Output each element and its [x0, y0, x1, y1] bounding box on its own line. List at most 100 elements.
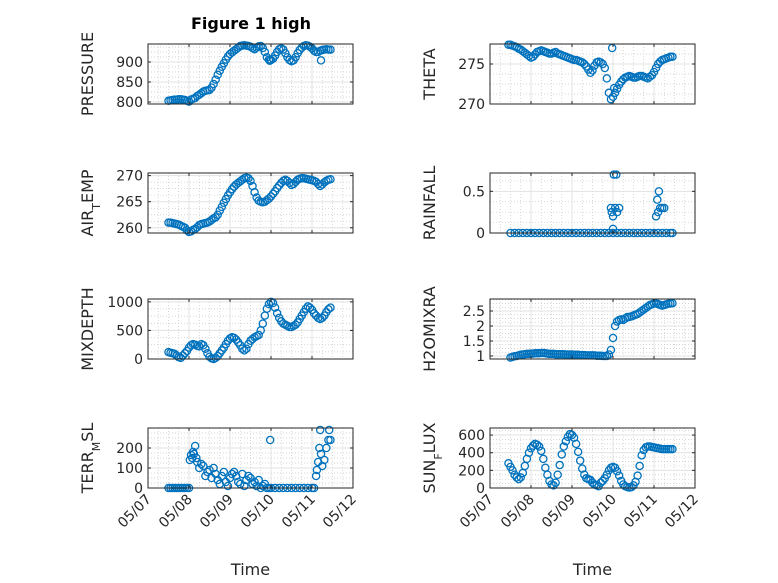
data-point [262, 304, 272, 313]
data-point [668, 298, 677, 308]
y-tick-label: 1 [476, 349, 485, 365]
data-point [291, 320, 300, 329]
data-point [233, 477, 243, 487]
data-point [537, 446, 546, 456]
data-point [281, 48, 290, 58]
data-point [324, 305, 333, 314]
data-point [268, 189, 278, 199]
y-tick-label: 0 [476, 226, 485, 242]
data-point [190, 441, 200, 451]
data-point [610, 203, 620, 213]
data-point [553, 470, 562, 480]
data-point [242, 344, 251, 353]
data-point [571, 439, 581, 449]
data-point [528, 52, 538, 62]
y-tick-label: 850 [116, 75, 143, 91]
y-axis-label-h2omixra: H2OMIXRA [420, 286, 439, 372]
data-point [549, 481, 558, 490]
data-point [586, 68, 595, 78]
data-point [651, 212, 661, 221]
data-point [600, 63, 610, 73]
data-point [598, 476, 608, 486]
data-point [242, 475, 251, 485]
data-point [250, 188, 259, 197]
data-point [668, 52, 677, 62]
y-axis-label-pressure: PRESSURE [78, 32, 97, 116]
data-point [604, 350, 614, 359]
data-point [197, 459, 206, 469]
data-point [201, 344, 210, 353]
y-tick-label: 2.5 [463, 304, 485, 320]
data-point [532, 440, 542, 450]
data-point [265, 56, 275, 66]
data-point [610, 88, 620, 98]
data-point [660, 203, 669, 213]
y-tick-label: 500 [116, 323, 143, 339]
data-point [635, 461, 644, 471]
data-point [270, 303, 280, 312]
data-point [539, 454, 548, 464]
data-point [213, 210, 222, 219]
data-point [608, 92, 618, 102]
data-point [524, 448, 534, 457]
data-point [528, 441, 538, 450]
data-point [612, 317, 622, 326]
data-point [180, 349, 190, 358]
series-sun-flux [504, 429, 677, 492]
data-point [256, 41, 265, 51]
data-point [654, 187, 664, 196]
data-point [205, 465, 214, 475]
axes-box [147, 427, 354, 489]
y-tick-label: 200 [116, 441, 143, 457]
data-point [668, 444, 677, 454]
data-point [580, 59, 589, 69]
data-point [609, 83, 619, 93]
y-tick-label: 1000 [107, 295, 143, 311]
data-point [209, 79, 218, 89]
axes-box [489, 43, 696, 105]
data-point [320, 455, 329, 465]
data-point [311, 471, 321, 481]
data-point [272, 183, 282, 193]
y-tick-label: 270 [116, 169, 143, 185]
x-axis-label: Time [230, 560, 270, 579]
data-point [254, 330, 263, 340]
data-point [606, 94, 616, 104]
data-point [205, 85, 214, 95]
y-tick-label: 275 [458, 57, 485, 73]
data-point [194, 463, 204, 473]
y-tick-label: 260 [116, 221, 143, 237]
data-point [614, 471, 624, 480]
y-tick-label: 800 [116, 95, 143, 111]
series-h2omixra [506, 298, 677, 362]
data-point [238, 175, 247, 185]
axes-box [489, 172, 696, 234]
data-point [612, 207, 622, 217]
y-tick-label: 600 [458, 428, 485, 444]
data-point [649, 67, 659, 77]
data-point [602, 74, 612, 83]
subplot-theta: 270 275 THETA [420, 40, 696, 113]
grid-lines [147, 299, 354, 360]
axes-box [147, 43, 354, 105]
data-point [322, 443, 331, 453]
data-point [326, 435, 335, 445]
data-point [205, 352, 214, 361]
y-tick-label: 900 [116, 55, 143, 71]
data-point [317, 313, 327, 323]
data-point [588, 66, 597, 75]
data-point [229, 467, 239, 477]
data-point [557, 450, 567, 459]
data-point [326, 175, 335, 184]
data-point [192, 453, 201, 463]
y-axis-label-mixdepth: MIXDEPTH [78, 287, 97, 370]
data-point [567, 430, 577, 440]
data-point [612, 466, 622, 476]
data-point [602, 470, 612, 480]
data-point [265, 435, 275, 445]
data-point [254, 475, 263, 485]
data-point [246, 176, 255, 186]
data-point [285, 178, 294, 188]
data-point [240, 346, 249, 355]
